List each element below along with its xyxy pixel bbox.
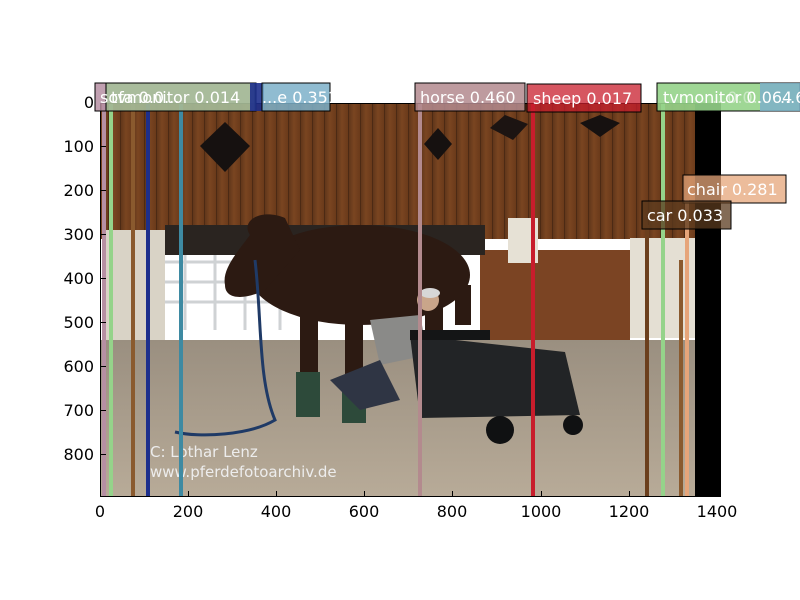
y-tick-label: 300	[63, 225, 94, 244]
x-axis: 0 200 400 600 800 1000 1200 1400	[95, 491, 737, 521]
label-bg-dark-blue	[250, 83, 264, 111]
ground	[101, 340, 695, 497]
watermark-line1: C: Lothar Lenz	[150, 443, 258, 461]
x-tick-label: 600	[349, 502, 380, 521]
y-tick-label: 200	[63, 181, 94, 200]
label-right-edge: ...64	[780, 88, 800, 107]
y-tick-label: 0	[84, 93, 94, 112]
label-car: car 0.033	[647, 206, 723, 225]
label-bg-right-blue	[760, 83, 800, 111]
label-sofa: sofa 0.0...	[100, 88, 179, 107]
y-tick-label: 100	[63, 137, 94, 156]
barn-window	[490, 115, 528, 140]
horse	[224, 214, 471, 415]
x-tick-label: 0	[95, 502, 105, 521]
label-bg-car	[641, 200, 732, 230]
label-right-overlap: ...0.0...	[712, 88, 768, 107]
label-tvmonitor-2: tvmonitor 0.064	[663, 88, 792, 107]
y-axis: 0 100 200 300 400 500 600 700 800	[63, 93, 106, 464]
barn-window	[424, 128, 452, 160]
watermark-line2: www.pferdefotoarchiv.de	[150, 463, 337, 481]
wheelie-bin	[410, 330, 583, 444]
axes-frame	[100, 103, 721, 497]
x-tick-label: 200	[173, 502, 204, 521]
label-bg-horse	[414, 82, 526, 112]
label-horse: horse 0.460	[420, 88, 516, 107]
label-bg-chair	[682, 174, 787, 204]
y-tick-label: 700	[63, 401, 94, 420]
y-tick-label: 800	[63, 445, 94, 464]
label-blue: ...e 0.351	[262, 88, 338, 107]
y-tick-label: 600	[63, 357, 94, 376]
barn-window	[200, 122, 250, 172]
x-tick-label: 400	[261, 502, 292, 521]
dark-border	[695, 104, 720, 497]
label-tvmonitor: tvmonitor 0.014	[111, 88, 240, 107]
label-chair: chair 0.281	[687, 180, 778, 199]
label-bg-sheep	[526, 83, 642, 113]
x-tick-label: 1400	[697, 502, 738, 521]
label-sheep: sheep 0.017	[533, 89, 632, 108]
x-tick-label: 1200	[609, 502, 650, 521]
hose	[174, 259, 277, 437]
photo: C: Lothar Lenz www.pferdefotoarchiv.de	[101, 104, 720, 497]
stall-divider	[480, 250, 630, 340]
x-tick-label: 800	[437, 502, 468, 521]
detection-labels: sofa 0.0... tvmonitor 0.014 ...e 0.351 h…	[94, 82, 800, 230]
horse-boot	[296, 372, 320, 417]
detection-boxes	[102, 104, 689, 497]
label-bg-blue	[261, 82, 331, 112]
y-tick-label: 400	[63, 269, 94, 288]
y-tick-label: 500	[63, 313, 94, 332]
barn-window	[580, 115, 620, 137]
x-tick-label: 1000	[521, 502, 562, 521]
